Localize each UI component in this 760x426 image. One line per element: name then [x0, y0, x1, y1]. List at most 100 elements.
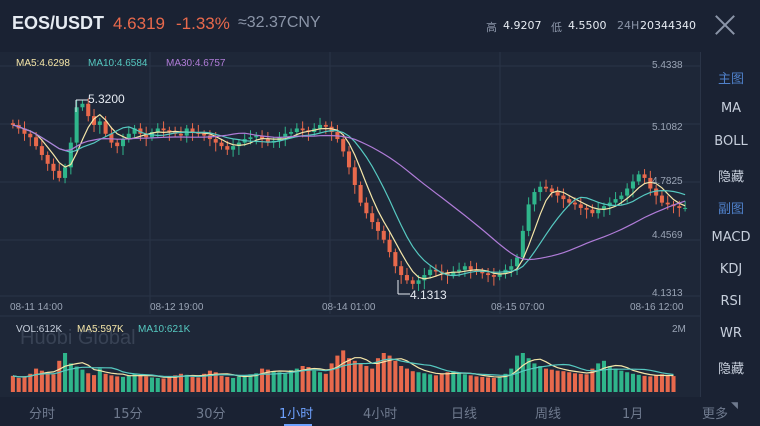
candle [283, 133, 288, 138]
volume-bar [462, 374, 467, 392]
candle [190, 128, 195, 133]
indicator-wr[interactable]: WR [720, 326, 742, 341]
candle [57, 170, 62, 178]
y-tick-label: 4.4569 [652, 230, 683, 241]
volume-bar [422, 373, 427, 392]
volume-bar [636, 374, 641, 392]
candle [115, 142, 120, 147]
indicator-sub-hide[interactable]: 隐藏 [717, 362, 744, 377]
volume-bar [329, 363, 334, 392]
candle [132, 128, 137, 134]
tab-15min[interactable]: 15分 [113, 407, 143, 422]
volume-bar [213, 372, 218, 392]
volume-bar [51, 374, 56, 392]
ma30-line [12, 124, 686, 261]
tab-week[interactable]: 周线 [535, 407, 562, 422]
header-bar: EOS/USDT 4.6319 -1.33% ≈32.37CNY 高 4.920… [0, 0, 760, 50]
indicator-boll[interactable]: BOLL [714, 134, 748, 149]
candle [578, 204, 583, 208]
volume-bar [509, 368, 514, 392]
volume-bar [578, 373, 583, 392]
volume-bar [294, 368, 299, 392]
candle [364, 202, 369, 214]
volume-bar [364, 366, 369, 392]
sub-indicator-title: 副图 [717, 202, 744, 217]
candle [126, 133, 131, 140]
high-value: 4.9207 [503, 19, 542, 32]
tab-4hour[interactable]: 4小时 [363, 407, 398, 422]
volume-bar [486, 377, 491, 392]
low-value: 4.5500 [568, 19, 607, 32]
volume-bar [260, 368, 265, 392]
tab-more[interactable]: 更多 [702, 407, 729, 422]
volume-bar [80, 369, 85, 392]
indicator-ma[interactable]: MA [720, 101, 742, 116]
ma10-line [12, 124, 686, 277]
tab-day[interactable]: 日线 [451, 407, 478, 422]
candle [289, 132, 294, 134]
tab-month[interactable]: 1月 [622, 407, 644, 422]
candle [22, 128, 27, 134]
volume-bar [16, 377, 21, 392]
volume-bar [236, 376, 241, 392]
more-triangle-icon: ◥ [731, 401, 738, 411]
vol-max-label: 2M [672, 324, 686, 335]
kline-chart[interactable]: Huobi Global MA5:4.6298 MA10:4.6584 MA30… [0, 52, 700, 397]
volume-bar [149, 377, 155, 392]
candle [445, 273, 450, 276]
indicator-macd[interactable]: MACD [711, 230, 751, 245]
indicator-kdj[interactable]: KDJ [719, 262, 743, 277]
candle [630, 181, 635, 189]
candle [462, 266, 467, 270]
volume-bar [346, 358, 352, 392]
volume-bar [242, 375, 247, 392]
candle [654, 188, 659, 196]
indicator-main-hide[interactable]: 隐藏 [717, 170, 744, 185]
volume-bar [607, 366, 612, 392]
volume-bar [202, 373, 207, 392]
volume-bar [289, 370, 294, 392]
candle [97, 121, 102, 125]
indicator-rsi[interactable]: RSI [720, 294, 742, 309]
volume-bar [91, 375, 97, 392]
candle [28, 133, 33, 138]
candle [468, 266, 473, 270]
volume-bar [497, 376, 502, 392]
volume-bar [654, 375, 659, 392]
candle [538, 186, 543, 193]
candle [677, 206, 682, 208]
candle [555, 192, 560, 196]
volume-bar [254, 373, 259, 392]
candle [74, 107, 79, 143]
candle [648, 177, 653, 189]
candle [486, 273, 491, 276]
tab-30min[interactable]: 30分 [196, 407, 226, 422]
main-indicator-title: 主图 [717, 72, 744, 87]
volume-bar [601, 360, 607, 392]
candle [543, 186, 549, 189]
volume-bar [399, 366, 404, 392]
volume-bar [265, 369, 270, 392]
candle [497, 273, 502, 277]
candle [410, 280, 415, 284]
volume-bar [341, 350, 346, 392]
volume-bar [178, 373, 183, 392]
volume-bar [248, 374, 253, 392]
volume-bar [393, 360, 398, 392]
volume-bar [665, 375, 670, 392]
x-tick-label: 08-12 19:00 [150, 302, 204, 313]
volume-bar [538, 366, 543, 392]
volume-bar [619, 370, 624, 392]
volume-bar [457, 373, 462, 392]
watermark: Huobi Global [20, 327, 136, 349]
y-tick-label: 5.4338 [652, 60, 683, 71]
volume-bar [138, 375, 143, 392]
tab-timeline[interactable]: 分时 [29, 407, 56, 422]
tab-1hour[interactable]: 1小时 [279, 407, 314, 422]
volume-bar [352, 360, 357, 392]
close-icon[interactable] [712, 12, 738, 38]
volume-bar [167, 376, 172, 392]
volume-bar [584, 374, 589, 392]
candle [381, 230, 386, 240]
candle [625, 188, 630, 196]
